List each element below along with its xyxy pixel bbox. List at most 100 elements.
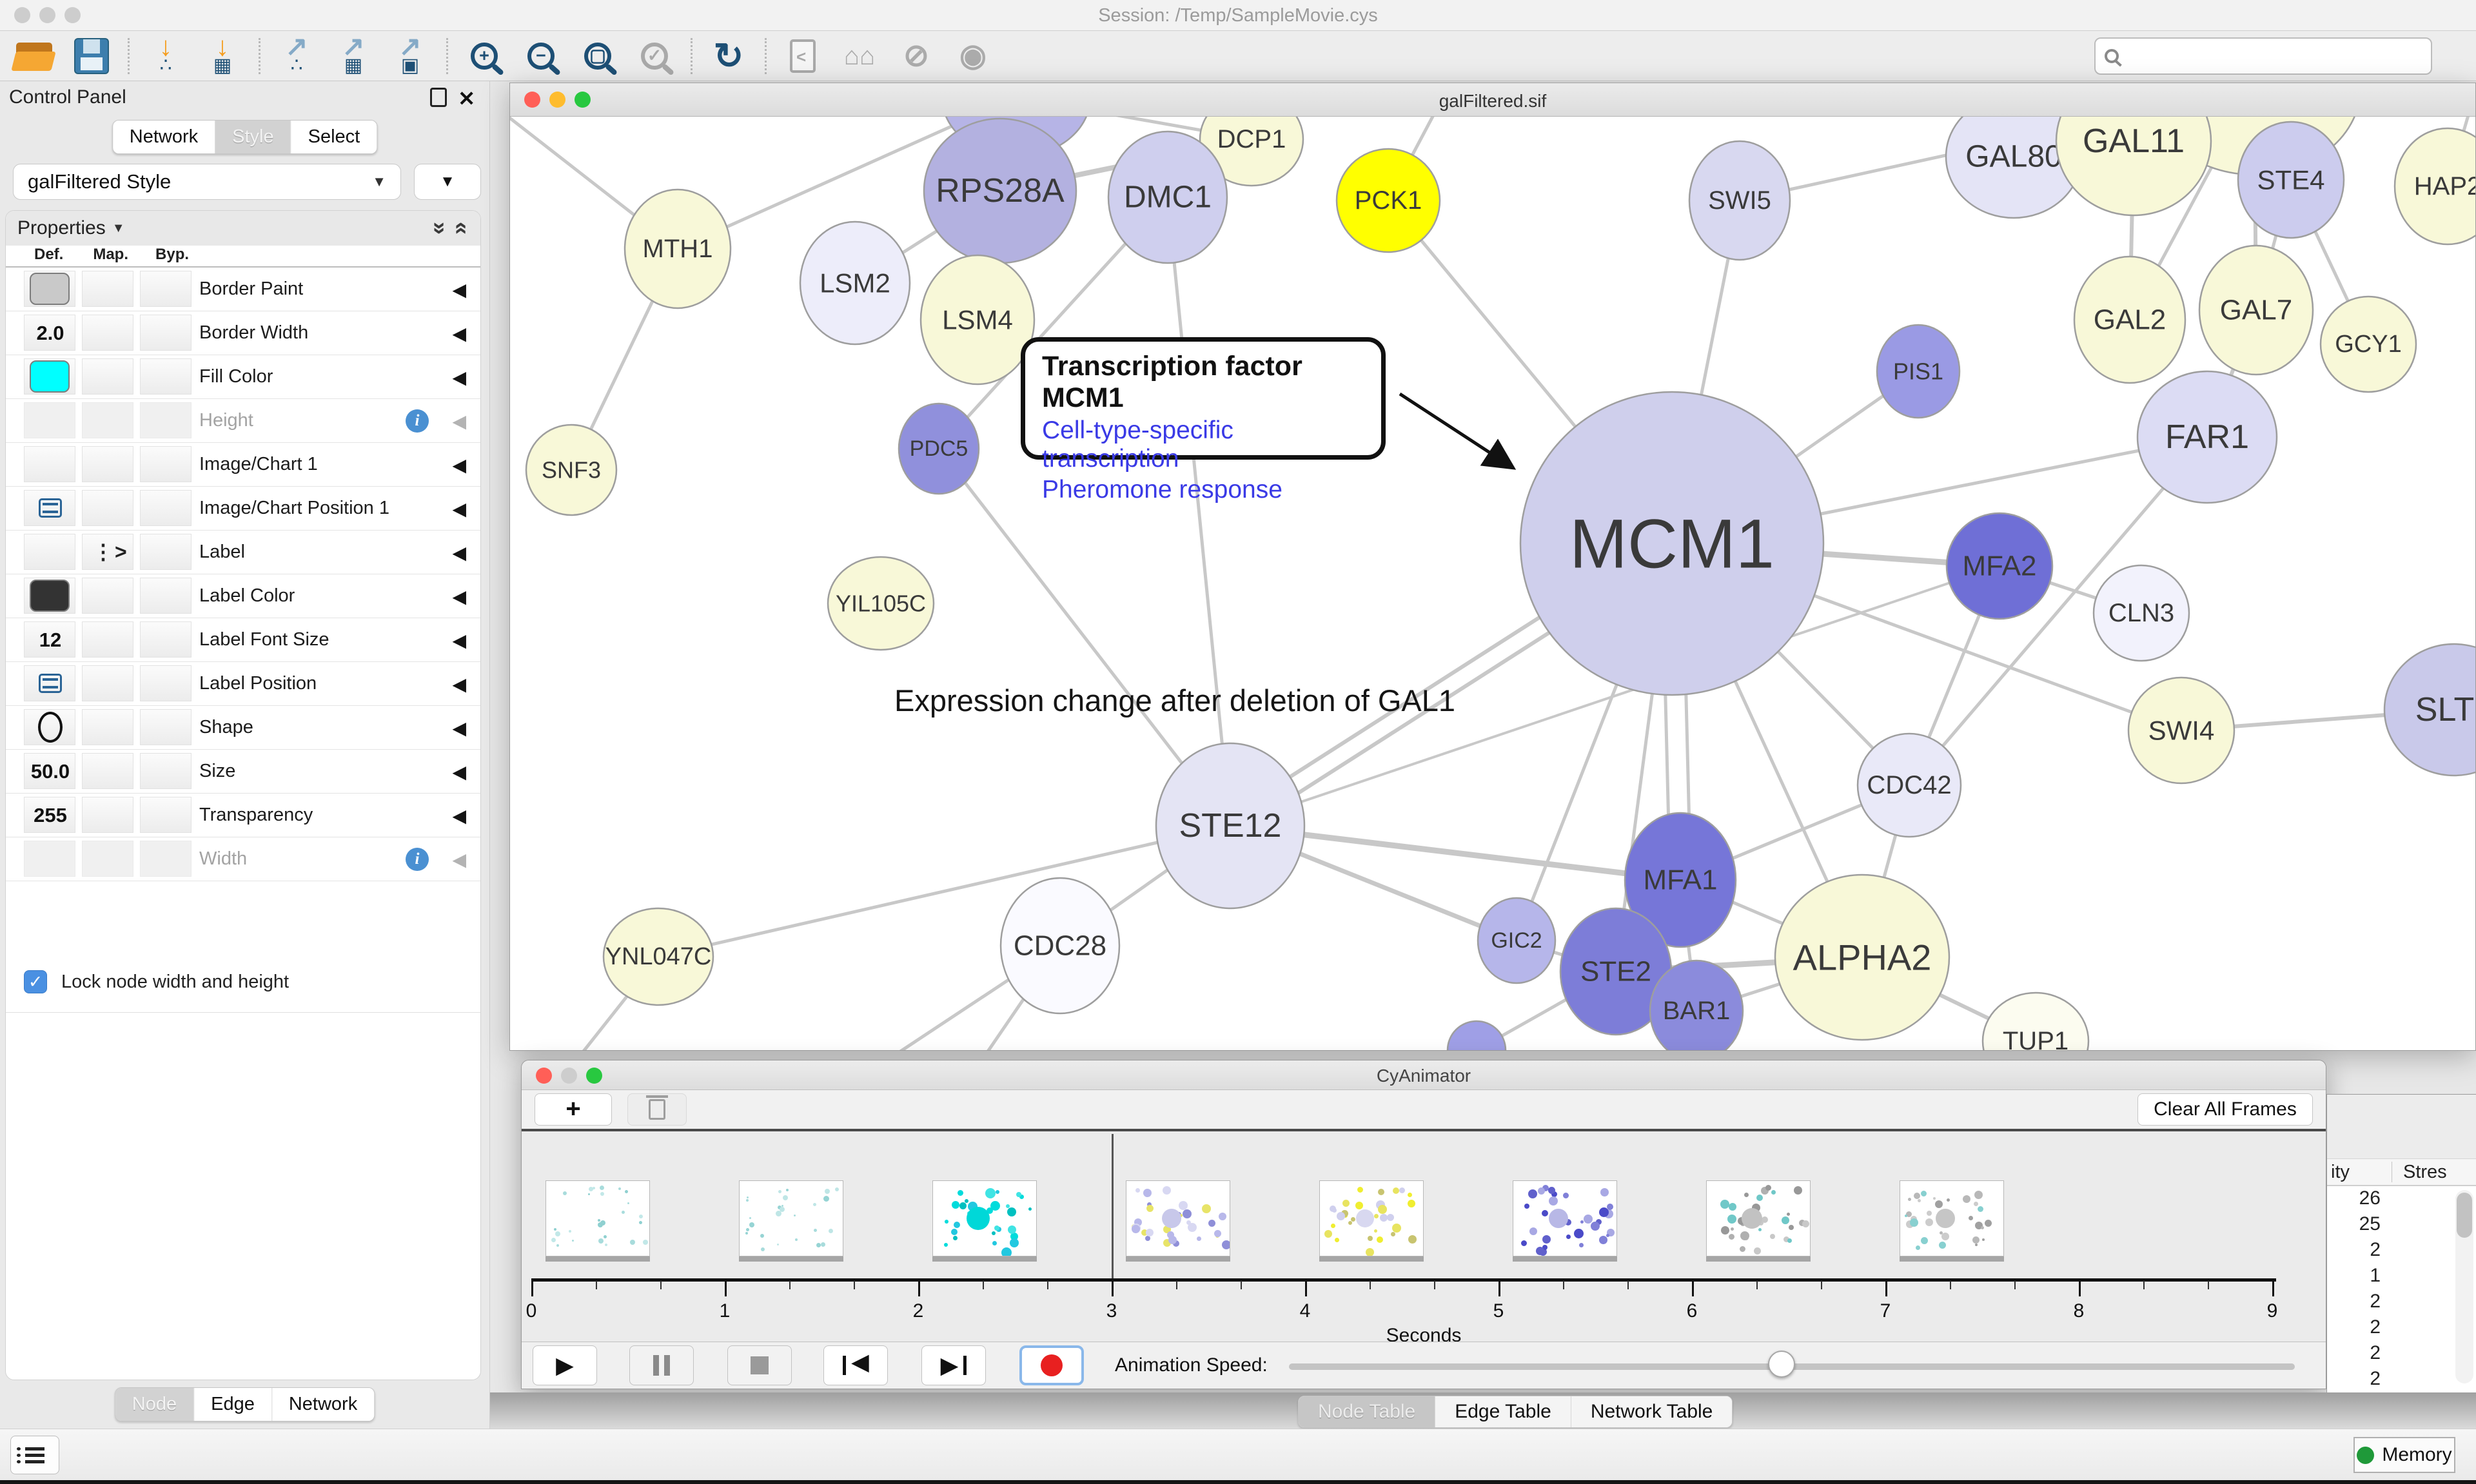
timeline-area[interactable]: 0 1 2 3 4 5 6 7 8 9 Seconds (522, 1131, 2326, 1342)
maximize-cyanimator-icon[interactable] (586, 1068, 602, 1084)
table-row[interactable]: 2 (2327, 1341, 2476, 1367)
expand-row-icon[interactable]: ◀ (452, 674, 466, 694)
close-network-icon[interactable] (524, 92, 540, 108)
properties-dropdown-icon[interactable]: ▼ (112, 220, 125, 235)
node-MTH1[interactable] (624, 188, 732, 309)
export-image-button[interactable]: ↗ ▣ (382, 33, 438, 79)
info-icon[interactable]: i (406, 848, 429, 871)
default-value-cell[interactable] (24, 490, 75, 526)
lock-checkbox[interactable]: ✓ (24, 970, 47, 993)
tab-edge[interactable]: Edge (193, 1388, 271, 1421)
annotation-box[interactable]: Transcription factor MCM1 Cell-type-spec… (1021, 337, 1386, 503)
bypass-cell[interactable] (140, 621, 192, 658)
cyanimator-titlebar[interactable]: CyAnimator (522, 1060, 2326, 1090)
frame-3-thumbnail[interactable] (932, 1180, 1037, 1256)
node-HAP2[interactable] (2393, 127, 2475, 246)
table-row[interactable]: 1 (2327, 1264, 2476, 1289)
frame-4-thumbnail[interactable] (1126, 1180, 1230, 1256)
import-table-button[interactable]: ↓ ▦ (194, 33, 251, 79)
property-row-width[interactable]: Width i ◀ (6, 837, 480, 881)
default-value-cell[interactable] (24, 271, 75, 307)
default-value-cell[interactable] (24, 709, 75, 745)
table-row[interactable]: 2 (2327, 1238, 2476, 1264)
record-button[interactable] (1019, 1345, 1084, 1385)
panel-list-button[interactable] (10, 1436, 59, 1474)
mapping-cell[interactable] (82, 841, 133, 877)
tab-style[interactable]: Style (215, 121, 291, 153)
bypass-cell[interactable] (140, 402, 192, 438)
timeline-playhead[interactable] (1112, 1134, 1114, 1280)
property-row-label-position[interactable]: Label Position ◀ (6, 662, 480, 706)
bypass-cell[interactable] (140, 665, 192, 701)
node-GAL11[interactable] (2055, 117, 2212, 217)
bypass-cell[interactable] (140, 315, 192, 351)
default-value-cell[interactable] (24, 402, 75, 438)
pause-button[interactable] (629, 1345, 694, 1385)
node-MFA2[interactable] (1945, 512, 2054, 620)
skip-to-start-button[interactable]: ▶ (823, 1345, 888, 1385)
group-nodes-button[interactable]: ⌂⌂ (831, 33, 888, 79)
tab-edge-table[interactable]: Edge Table (1435, 1396, 1571, 1427)
skip-to-end-button[interactable]: ▶ (921, 1345, 986, 1385)
node-CDC28[interactable] (999, 877, 1121, 1015)
export-network-button[interactable]: ↗ ∴ (268, 33, 325, 79)
save-session-button[interactable] (63, 33, 120, 79)
column-header-ity[interactable]: ity (2331, 1162, 2350, 1182)
expand-row-icon[interactable]: ◀ (452, 543, 466, 563)
frame-8-thumbnail[interactable] (1900, 1180, 2004, 1256)
node-PCK1[interactable] (1335, 148, 1441, 253)
table-row[interactable]: 2 (2327, 1367, 2476, 1392)
property-row-border-paint[interactable]: Border Paint ◀ (6, 268, 480, 311)
node-YIL105C[interactable] (827, 556, 935, 651)
table-scrollbar[interactable] (2455, 1190, 2473, 1383)
property-row-border-width[interactable]: 2.0 Border Width ◀ (6, 311, 480, 355)
mapping-cell[interactable] (82, 315, 133, 351)
node-MFA1[interactable] (1624, 812, 1737, 948)
default-value-cell[interactable] (24, 578, 75, 614)
network-canvas[interactable]: RPS28BDCP1RPS28ADMC1PCK1MTH1LSM2LSM4SWI5… (510, 117, 2475, 1050)
search-box[interactable] (2094, 37, 2432, 75)
close-cyanimator-icon[interactable] (536, 1068, 552, 1084)
mapping-cell[interactable] (82, 753, 133, 789)
mapping-cell[interactable] (82, 446, 133, 482)
export-table-button[interactable]: ↗ ▦ (325, 33, 382, 79)
node-CDC42[interactable] (1856, 732, 1962, 838)
tab-node[interactable]: Node (115, 1388, 194, 1421)
frame-6-thumbnail[interactable] (1513, 1180, 1617, 1256)
bypass-cell[interactable] (140, 358, 192, 395)
expand-row-icon[interactable]: ◀ (452, 806, 466, 826)
style-options-button[interactable]: ▼ (414, 164, 481, 200)
expand-row-icon[interactable]: ◀ (452, 499, 466, 519)
table-row[interactable]: 2 (2327, 1315, 2476, 1341)
table-row[interactable]: 26 (2327, 1186, 2476, 1212)
node-GAL7[interactable] (2198, 244, 2314, 376)
node-DCP1[interactable] (1199, 117, 1304, 187)
minimize-network-icon[interactable] (549, 92, 565, 108)
node-LSM4[interactable] (919, 254, 1036, 386)
property-row-label-color[interactable]: Label Color ◀ (6, 574, 480, 618)
mapping-cell[interactable] (82, 665, 133, 701)
zoom-selected-button[interactable]: ✓ (626, 33, 683, 79)
mapping-cell[interactable] (82, 621, 133, 658)
node-SWI4[interactable] (2127, 676, 2235, 785)
mapping-cell[interactable] (82, 578, 133, 614)
default-value-cell[interactable] (24, 665, 75, 701)
bypass-cell[interactable] (140, 797, 192, 833)
expand-row-icon[interactable]: ◀ (452, 587, 466, 607)
zoom-in-button[interactable]: + (456, 33, 513, 79)
default-value-cell[interactable] (24, 358, 75, 395)
node-BAR1[interactable] (1649, 959, 1744, 1050)
node-PIS1[interactable] (1876, 324, 1961, 419)
open-session-button[interactable] (6, 33, 63, 79)
minimize-cyanimator-icon[interactable] (561, 1068, 577, 1084)
bypass-cell[interactable] (140, 709, 192, 745)
expand-row-icon[interactable]: ◀ (452, 280, 466, 300)
default-value-cell[interactable] (24, 841, 75, 877)
show-all-button[interactable]: ◉ (945, 33, 1001, 79)
mapping-cell[interactable] (82, 358, 133, 395)
node-STE4[interactable] (2237, 121, 2345, 239)
bypass-cell[interactable] (140, 446, 192, 482)
node-SNF3[interactable] (525, 424, 618, 516)
property-row-label[interactable]: ⋮> Label ◀ (6, 531, 480, 574)
info-icon[interactable]: i (406, 409, 429, 433)
